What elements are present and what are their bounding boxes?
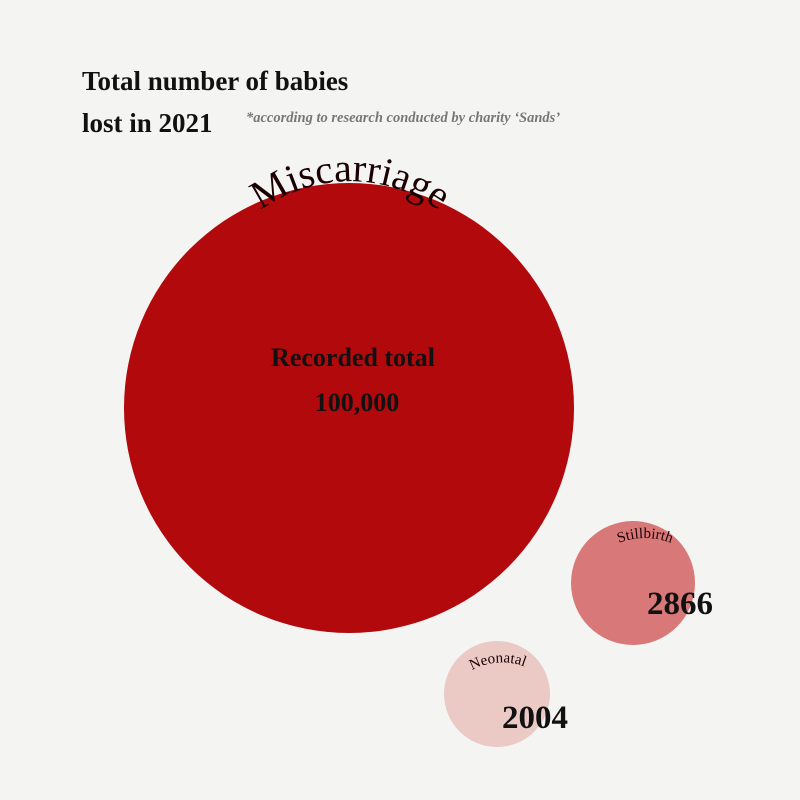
- miscarriage-bubble: [124, 183, 574, 633]
- neonatal-bubble: [444, 641, 550, 747]
- chart-title-line-1: Total number of babies: [82, 66, 349, 96]
- chart-title: Total number of babies lost in 2021: [82, 60, 348, 144]
- stillbirth-value-label: 2866: [647, 586, 713, 622]
- chart-title-line-2: lost in 2021: [82, 108, 213, 138]
- neonatal-value-label: 2004: [502, 700, 568, 736]
- miscarriage-total-label: Recorded total: [271, 343, 435, 372]
- stillbirth-bubble: [571, 521, 695, 645]
- stillbirth-name-label: Stillbirth: [615, 526, 675, 547]
- chart-subtitle: *according to research conducted by char…: [246, 110, 561, 126]
- miscarriage-value-label: 100,000: [315, 388, 400, 417]
